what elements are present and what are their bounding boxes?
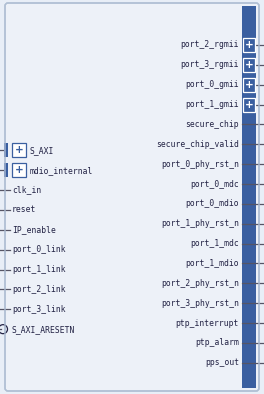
Bar [12,143,26,157]
Text: ptp_interrupt: ptp_interrupt [176,319,239,327]
Text: reset: reset [12,206,36,214]
Text: secure_chip: secure_chip [185,120,239,129]
Text: secure_chip_valid: secure_chip_valid [156,140,239,149]
Text: mdio_internal: mdio_internal [30,166,93,175]
Bar [4,163,8,177]
Text: +: + [245,40,253,50]
Text: port_0_link: port_0_link [12,245,66,254]
Text: port_3_phy_rst_n: port_3_phy_rst_n [161,299,239,308]
Bar [243,98,255,112]
Bar [242,6,256,388]
Text: +: + [245,100,253,110]
Text: +: + [15,165,23,175]
Text: port_1_mdc: port_1_mdc [190,239,239,248]
Bar [12,163,26,177]
Text: port_0_mdc: port_0_mdc [190,180,239,188]
Text: port_1_phy_rst_n: port_1_phy_rst_n [161,219,239,228]
Text: IP_enable: IP_enable [12,225,56,234]
Text: port_2_phy_rst_n: port_2_phy_rst_n [161,279,239,288]
Bar [4,143,8,157]
Text: port_3_link: port_3_link [12,305,66,314]
Text: port_3_rgmii: port_3_rgmii [181,60,239,69]
Text: port_2_link: port_2_link [12,285,66,294]
Text: port_1_link: port_1_link [12,265,66,274]
Text: +: + [245,80,253,90]
Text: port_0_phy_rst_n: port_0_phy_rst_n [161,160,239,169]
Text: S_AXI: S_AXI [30,146,54,155]
Text: clk_in: clk_in [12,186,41,195]
Bar [243,58,255,72]
Text: port_1_mdio: port_1_mdio [185,259,239,268]
Text: port_1_gmii: port_1_gmii [185,100,239,109]
Text: +: + [15,145,23,155]
Bar [243,78,255,92]
Text: port_0_mdio: port_0_mdio [185,199,239,208]
Text: pps_out: pps_out [205,358,239,367]
Text: +: + [245,60,253,70]
Text: S_AXI_ARESETN: S_AXI_ARESETN [12,325,76,334]
Bar [243,38,255,52]
Text: port_0_gmii: port_0_gmii [185,80,239,89]
FancyBboxPatch shape [5,3,259,391]
Text: port_2_rgmii: port_2_rgmii [181,41,239,50]
Text: ptp_alarm: ptp_alarm [195,338,239,348]
